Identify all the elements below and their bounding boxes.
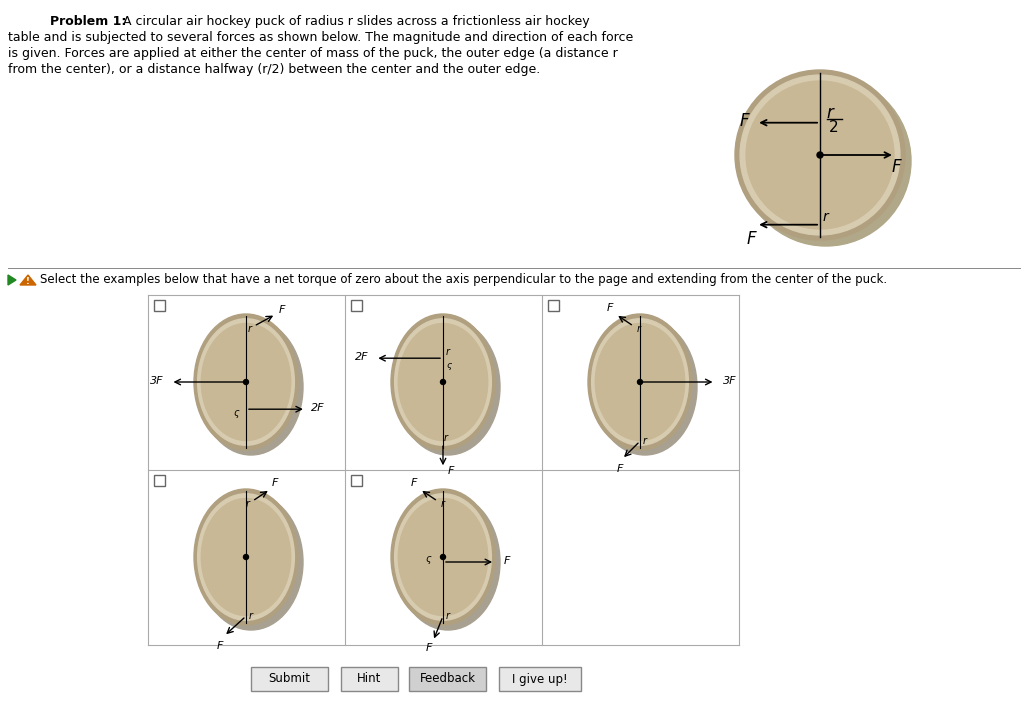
Text: 2F: 2F: [311, 403, 324, 413]
Circle shape: [440, 554, 446, 559]
Ellipse shape: [198, 319, 294, 445]
Ellipse shape: [592, 319, 688, 445]
Text: F: F: [217, 641, 223, 651]
Text: r: r: [446, 347, 450, 358]
Ellipse shape: [398, 324, 488, 440]
Ellipse shape: [741, 76, 911, 246]
Ellipse shape: [391, 314, 495, 450]
Ellipse shape: [588, 314, 691, 450]
Text: Feedback: Feedback: [420, 673, 475, 685]
Text: r: r: [443, 433, 448, 443]
Ellipse shape: [735, 70, 904, 240]
Text: r: r: [440, 499, 445, 509]
Bar: [351, 475, 362, 486]
Circle shape: [244, 379, 248, 384]
Text: F: F: [606, 303, 613, 313]
Ellipse shape: [391, 489, 495, 625]
Ellipse shape: [596, 324, 684, 440]
Text: F: F: [411, 478, 417, 489]
Text: r: r: [248, 324, 252, 334]
FancyBboxPatch shape: [251, 667, 328, 691]
Circle shape: [440, 379, 446, 384]
Text: 3F: 3F: [722, 376, 736, 386]
Text: Select the examples below that have a net torque of zero about the axis perpendi: Select the examples below that have a ne…: [40, 273, 887, 287]
Text: F: F: [740, 112, 749, 130]
Bar: [548, 300, 559, 311]
Text: r: r: [643, 436, 647, 446]
Text: r: r: [637, 324, 641, 334]
Text: F: F: [746, 229, 756, 248]
Text: Hint: Hint: [357, 673, 382, 685]
Bar: [351, 300, 362, 311]
Text: F: F: [426, 643, 432, 653]
Ellipse shape: [396, 319, 500, 455]
Text: !: !: [26, 277, 30, 285]
Text: r: r: [446, 611, 450, 621]
Text: F: F: [272, 478, 279, 489]
Text: I give up!: I give up!: [512, 673, 568, 685]
Ellipse shape: [398, 498, 488, 615]
Bar: [154, 300, 165, 311]
Ellipse shape: [194, 314, 298, 450]
Text: r: r: [826, 103, 833, 122]
Text: from the center), or a distance halfway (r/2) between the center and the outer e: from the center), or a distance halfway …: [8, 63, 540, 76]
Circle shape: [244, 554, 248, 559]
Text: F: F: [448, 466, 454, 476]
Ellipse shape: [593, 319, 697, 455]
Text: $\varsigma$: $\varsigma$: [425, 554, 433, 566]
FancyBboxPatch shape: [341, 667, 398, 691]
Text: is given. Forces are applied at either the center of mass of the puck, the outer: is given. Forces are applied at either t…: [8, 47, 617, 60]
Text: r: r: [245, 499, 249, 509]
Ellipse shape: [198, 493, 294, 620]
Ellipse shape: [202, 324, 291, 440]
Ellipse shape: [199, 494, 303, 630]
Bar: [154, 475, 165, 486]
Polygon shape: [20, 275, 36, 285]
Text: $\varsigma$: $\varsigma$: [446, 361, 453, 372]
Text: 3F: 3F: [150, 376, 164, 386]
Text: Submit: Submit: [269, 673, 311, 685]
Text: table and is subjected to several forces as shown below. The magnitude and direc: table and is subjected to several forces…: [8, 31, 633, 44]
Text: 2: 2: [829, 120, 839, 135]
Text: F: F: [504, 556, 510, 566]
Circle shape: [817, 152, 823, 158]
Ellipse shape: [199, 319, 303, 455]
FancyBboxPatch shape: [409, 667, 486, 691]
Polygon shape: [8, 275, 16, 285]
Text: A circular air hockey puck of radius r slides across a frictionless air hockey: A circular air hockey puck of radius r s…: [115, 15, 590, 28]
Ellipse shape: [194, 489, 298, 625]
Ellipse shape: [395, 493, 492, 620]
FancyBboxPatch shape: [499, 667, 581, 691]
Ellipse shape: [740, 75, 900, 235]
Circle shape: [638, 379, 642, 384]
Text: F: F: [279, 305, 285, 315]
Text: r: r: [822, 210, 828, 224]
Ellipse shape: [395, 319, 492, 445]
Text: F: F: [892, 158, 901, 176]
Text: 2F: 2F: [355, 352, 368, 362]
Ellipse shape: [396, 494, 500, 630]
Text: F: F: [616, 464, 624, 474]
Text: r: r: [249, 611, 253, 621]
Text: Problem 1:: Problem 1:: [50, 15, 127, 28]
Text: $\varsigma$: $\varsigma$: [234, 409, 241, 421]
Ellipse shape: [746, 81, 894, 229]
Ellipse shape: [202, 498, 291, 615]
